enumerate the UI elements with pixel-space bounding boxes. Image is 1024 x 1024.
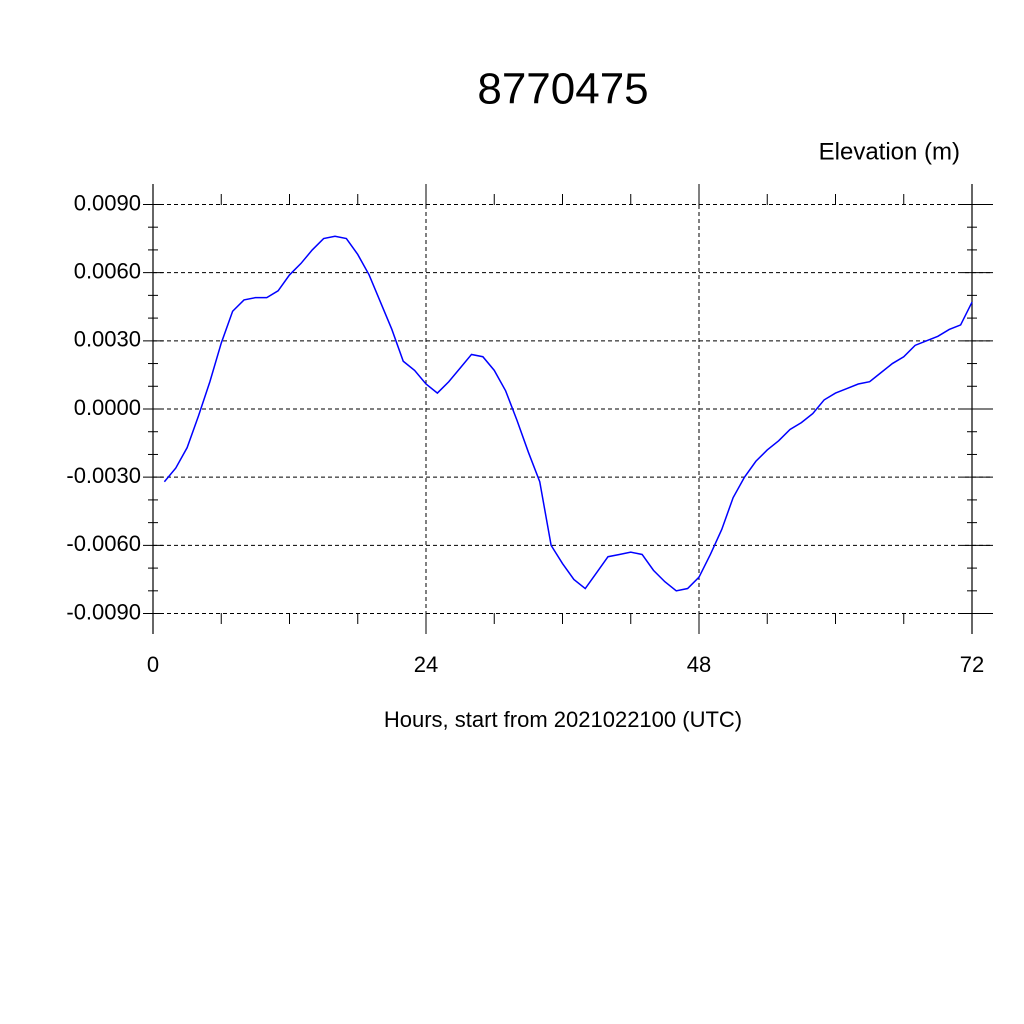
x-tick-label: 24	[414, 652, 438, 677]
x-tick-label: 72	[960, 652, 984, 677]
subtitle: Elevation (m)	[819, 138, 960, 165]
x-axis-label: Hours, start from 2021022100 (UTC)	[384, 707, 742, 732]
x-tick-label: 48	[687, 652, 711, 677]
y-tick-label: 0.0090	[74, 190, 141, 215]
y-tick-label: 0.0030	[74, 327, 141, 352]
x-tick-label: 0	[147, 652, 159, 677]
y-tick-label: -0.0090	[66, 599, 141, 624]
chart-title: 8770475	[477, 65, 648, 114]
data-line	[163, 235, 973, 592]
y-tick-label: 0.0060	[74, 258, 141, 283]
y-tick-label: -0.0060	[66, 531, 141, 556]
y-tick-label: 0.0000	[74, 395, 141, 420]
y-tick-label: -0.0030	[66, 463, 141, 488]
